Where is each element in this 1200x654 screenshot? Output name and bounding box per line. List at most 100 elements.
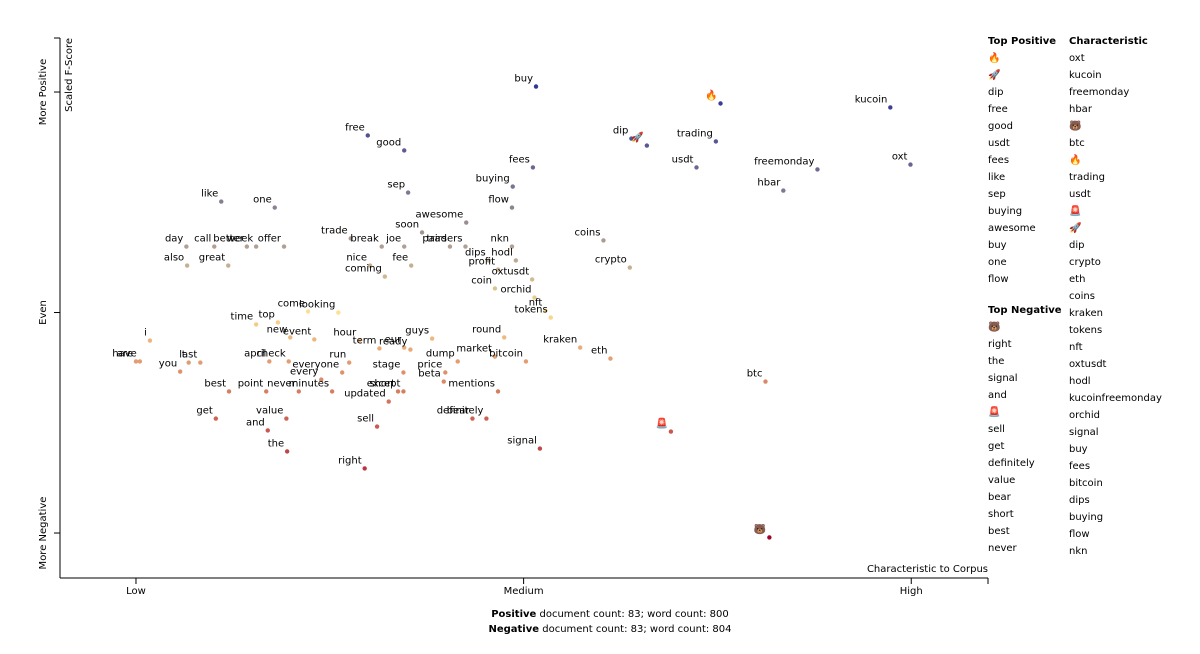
point xyxy=(281,244,287,249)
point xyxy=(441,379,446,384)
point-label: break xyxy=(350,234,379,245)
point-label: week xyxy=(227,234,253,245)
list-item: orchid xyxy=(1069,410,1100,421)
list-item: btc xyxy=(1069,138,1085,149)
footer-text: document count: 83; word count: 804 xyxy=(542,624,731,635)
point xyxy=(532,295,537,300)
list-title: Characteristic xyxy=(1069,36,1148,47)
point-label: ready xyxy=(379,337,408,348)
point xyxy=(348,236,353,241)
point xyxy=(265,428,270,433)
point-label: like xyxy=(201,189,218,200)
point xyxy=(492,286,498,291)
list-item: definitely xyxy=(988,458,1035,469)
point-label: fee xyxy=(392,253,408,264)
point xyxy=(405,190,411,195)
point xyxy=(288,335,293,340)
point-label: except xyxy=(367,378,401,389)
list-item: short xyxy=(988,509,1014,520)
point-label: sell xyxy=(357,414,374,425)
point-label: eth xyxy=(591,346,607,357)
point xyxy=(402,345,407,350)
point xyxy=(401,389,406,394)
point xyxy=(212,244,217,249)
point xyxy=(133,359,139,364)
point-label: event xyxy=(283,326,312,337)
y-tick-label: Even xyxy=(38,300,49,325)
point-label: never xyxy=(267,378,297,389)
point-label: you xyxy=(159,359,177,370)
list-item: like xyxy=(988,172,1005,183)
point xyxy=(470,416,475,421)
list-item: dip xyxy=(1069,240,1084,251)
point xyxy=(601,238,606,243)
point xyxy=(509,205,515,210)
point-label: oxtusdt xyxy=(492,266,530,277)
point xyxy=(386,399,391,404)
point-label: traders xyxy=(426,234,462,245)
list-item: 🚨 xyxy=(1069,204,1081,217)
point-label: come xyxy=(278,298,306,309)
point-label: soon xyxy=(395,219,419,230)
point xyxy=(184,244,189,249)
point-label: 🐻 xyxy=(754,522,767,535)
point-label: point xyxy=(238,378,264,389)
point-label: hodl xyxy=(491,247,513,258)
list-item: best xyxy=(988,526,1010,537)
list-item: usdt xyxy=(1069,189,1091,200)
point-label: term xyxy=(353,335,377,346)
point xyxy=(495,389,501,394)
point xyxy=(379,244,384,249)
list-item: good xyxy=(988,121,1013,132)
point xyxy=(608,356,613,361)
point xyxy=(408,263,414,268)
list-item: oxt xyxy=(1069,53,1085,64)
point-label: usdt xyxy=(672,154,694,165)
footer-label: Positive xyxy=(491,609,536,620)
point-label: bitcoin xyxy=(489,348,523,359)
point-label: updated xyxy=(344,389,386,400)
point xyxy=(464,220,469,225)
point xyxy=(213,416,219,421)
list-item: buying xyxy=(988,206,1022,217)
point-label: orchid xyxy=(500,285,531,296)
point-label: april xyxy=(244,348,266,359)
point-label: nkn xyxy=(491,234,509,245)
x-tick-label: High xyxy=(900,586,923,597)
point xyxy=(644,143,650,148)
point-label: time xyxy=(231,311,254,322)
point xyxy=(908,162,913,167)
list-item: 🔥 xyxy=(988,51,1000,64)
point-label: 🚨 xyxy=(655,417,667,430)
point-label: one xyxy=(253,195,272,206)
point-label: fees xyxy=(509,154,530,165)
point-label: short xyxy=(369,378,395,389)
point xyxy=(319,377,324,382)
list-item: 🔥 xyxy=(1069,153,1081,166)
point xyxy=(815,167,820,172)
point xyxy=(530,165,536,170)
list-item: signal xyxy=(988,373,1018,384)
point xyxy=(402,148,407,153)
point xyxy=(627,265,633,270)
list-item: coins xyxy=(1069,291,1095,302)
point xyxy=(408,347,413,352)
point-label: dump xyxy=(426,348,455,359)
list-item: one xyxy=(988,257,1007,268)
point xyxy=(495,267,501,272)
point-label: kucoin xyxy=(855,94,888,105)
point xyxy=(339,370,345,375)
point xyxy=(781,188,786,193)
footer-label: Negative xyxy=(488,624,539,635)
point xyxy=(395,389,401,394)
point xyxy=(377,346,382,351)
point xyxy=(253,322,259,327)
list-title: Top Negative xyxy=(988,305,1062,316)
point xyxy=(888,105,893,110)
point xyxy=(447,244,453,249)
point-label: flow xyxy=(488,195,509,206)
point xyxy=(484,416,489,421)
point xyxy=(284,416,289,421)
point-label: free xyxy=(345,122,365,133)
